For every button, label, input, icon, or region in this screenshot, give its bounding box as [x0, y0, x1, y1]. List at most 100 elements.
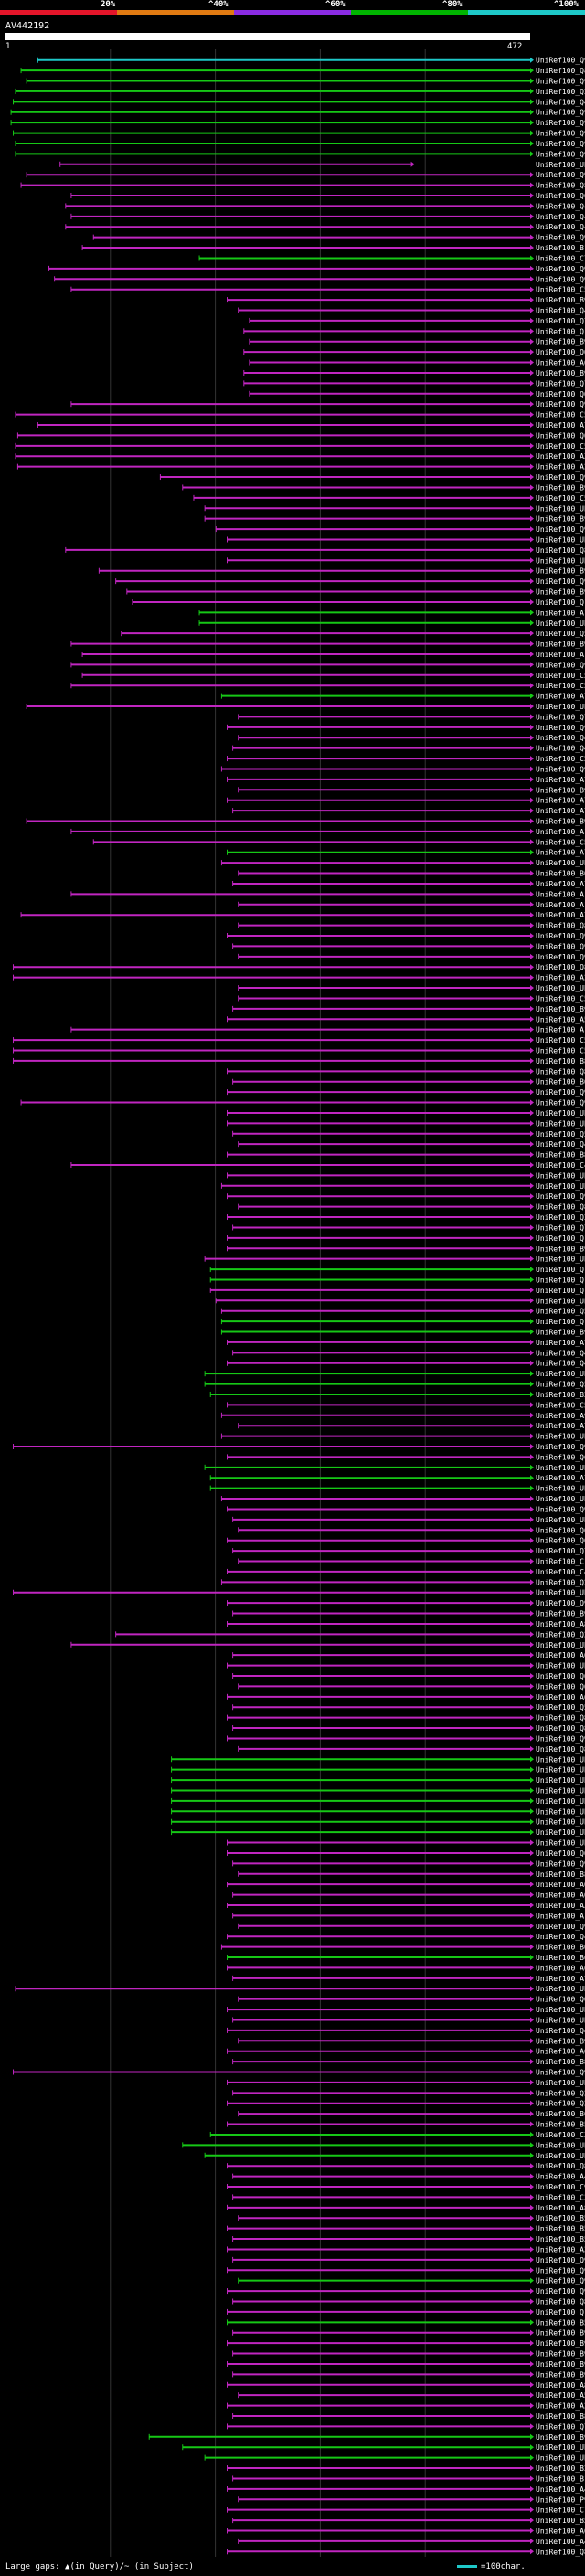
hit-label[interactable]: UniRef100_A7P8X8: [536, 651, 585, 659]
hit-label[interactable]: UniRef100_C5YND4: [536, 838, 585, 846]
hit-label[interactable]: UniRef100_Q5SGM5: [536, 630, 585, 638]
hit-label[interactable]: UniRef100_A1RQ16: [536, 1026, 585, 1034]
hit-label[interactable]: UniRef100_Q9HNZ5: [536, 234, 585, 242]
hit-label[interactable]: UniRef100_A7NZY0: [536, 1339, 585, 1347]
hit-label[interactable]: UniRef100_A2ZSK1: [536, 2402, 585, 2411]
hit-label[interactable]: UniRef100_Q9FLU3: [536, 724, 585, 732]
hit-label[interactable]: UniRef100_B5NT09: [536, 2214, 585, 2222]
hit-label[interactable]: UniRef100_B9R170: [536, 296, 585, 304]
hit-label[interactable]: UniRef100_UP1000..: [536, 1297, 585, 1305]
hit-label[interactable]: UniRef100_UP1000..: [536, 1766, 585, 1775]
hit-label[interactable]: UniRef100_A3D1N8: [536, 1902, 585, 1910]
hit-label[interactable]: UniRef100_B9N6U2: [536, 2360, 585, 2369]
hit-label[interactable]: UniRef100_Q82772: [536, 182, 585, 190]
hit-label[interactable]: UniRef100_A6SDV8: [536, 2527, 585, 2535]
hit-label[interactable]: UniRef100_Q8RH18: [536, 2297, 585, 2306]
hit-label[interactable]: UniRef100_A7QRE1: [536, 807, 585, 815]
hit-label[interactable]: UniRef100_UP1000..: [536, 504, 585, 513]
hit-label[interactable]: UniRef100_Q9C5C2: [536, 1443, 585, 1451]
hit-label[interactable]: UniRef100_A7NZX3: [536, 911, 585, 919]
hit-label[interactable]: UniRef100_A2XUK4: [536, 974, 585, 982]
hit-label[interactable]: UniRef100_UP1000..: [536, 1839, 585, 1848]
hit-label[interactable]: UniRef100_UP1000..: [536, 1662, 585, 1670]
hit-label[interactable]: UniRef100_Q9SPH3: [536, 2266, 585, 2274]
hit-label[interactable]: UniRef100_UP1000..: [536, 984, 585, 992]
hit-label[interactable]: UniRef100_A4GUB9: [536, 2538, 585, 2546]
hit-label[interactable]: UniRef100_A8PDI2: [536, 1620, 585, 1628]
hit-label[interactable]: UniRef100_Q2TYV10: [536, 2100, 585, 2108]
hit-label[interactable]: UniRef100_A6AMD2: [536, 1693, 585, 1701]
hit-label[interactable]: UniRef100_UP1000..: [536, 557, 585, 565]
hit-label[interactable]: UniRef100_UP1000..: [536, 1776, 585, 1785]
hit-label[interactable]: UniRef100_Q52920: [536, 1130, 585, 1139]
hit-label[interactable]: UniRef100_UP1000..: [536, 1755, 585, 1764]
hit-label[interactable]: UniRef100_Q01SF3: [536, 348, 585, 356]
hit-label[interactable]: UniRef100_Q9C525: [536, 119, 585, 127]
hit-label[interactable]: UniRef100_C9ZKQ5: [536, 2183, 585, 2191]
hit-label[interactable]: UniRef100_Q2R8I1: [536, 1630, 585, 1638]
hit-label[interactable]: UniRef100_Q9ASS6: [536, 2287, 585, 2295]
hit-label[interactable]: UniRef100_A1DNY8: [536, 828, 585, 836]
hit-label[interactable]: UniRef100_A7B1F9: [536, 1975, 585, 1983]
hit-label[interactable]: UniRef100_A6TVQ9: [536, 1964, 585, 1972]
hit-label[interactable]: UniRef100_C5YTV4: [536, 755, 585, 763]
hit-label[interactable]: UniRef100_B8AVE9: [536, 1057, 585, 1065]
hit-label[interactable]: UniRef100_A7QBF2: [536, 609, 585, 617]
hit-label[interactable]: UniRef100_C5YXA5: [536, 994, 585, 1002]
hit-label[interactable]: UniRef100_A7NZ37: [536, 421, 585, 429]
hit-label[interactable]: UniRef100_B9N6U4: [536, 2339, 585, 2348]
hit-label[interactable]: UniRef100_B1B611: [536, 244, 585, 252]
hit-label[interactable]: UniRef100_A3WL20: [536, 2245, 585, 2253]
hit-label[interactable]: UniRef100_Q8VS06: [536, 2548, 585, 2556]
hit-label[interactable]: UniRef100_Q9FZE0: [536, 578, 585, 586]
hit-label[interactable]: UniRef100_A1SSF3: [536, 901, 585, 909]
hit-label[interactable]: UniRef100_Q94514: [536, 2277, 585, 2285]
hit-label[interactable]: UniRef100_Q4PUB4: [536, 1360, 585, 1368]
hit-label[interactable]: UniRef100_C3YC48: [536, 2193, 585, 2201]
hit-label[interactable]: UniRef100_Q7XVX4: [536, 317, 585, 325]
hit-label[interactable]: UniRef100_UP1000..: [536, 620, 585, 628]
hit-label[interactable]: UniRef100_C4EG37: [536, 1568, 585, 1576]
hit-label[interactable]: UniRef100_Q84W92: [536, 67, 585, 75]
hit-label[interactable]: UniRef100_Q8A6B9: [536, 1067, 585, 1076]
hit-label[interactable]: UniRef100_B0SRV0: [536, 870, 585, 878]
hit-label[interactable]: UniRef100_C7YAA3: [536, 2507, 585, 2515]
hit-label[interactable]: UniRef100_Q6BA47: [536, 1537, 585, 1545]
hit-label[interactable]: UniRef100_C7YHO7: [536, 254, 585, 262]
hit-label[interactable]: UniRef100_Q02WF9: [536, 1682, 585, 1691]
hit-label[interactable]: UniRef100_Q43014: [536, 734, 585, 742]
hit-label[interactable]: UniRef100_Q43073: [536, 1933, 585, 1941]
hit-label[interactable]: UniRef100_Q16ER6: [536, 1235, 585, 1243]
hit-label[interactable]: UniRef100_Q8K690: [536, 1714, 585, 1723]
hit-label[interactable]: UniRef100_Q9LIF9: [536, 150, 585, 158]
hit-label[interactable]: UniRef100_UP1000..: [536, 1641, 585, 1649]
hit-label[interactable]: UniRef100_Q2M413: [536, 1578, 585, 1586]
hit-label[interactable]: UniRef100_A6L506: [536, 1881, 585, 1889]
hit-label[interactable]: UniRef100_C5Y8Y4: [536, 1046, 585, 1055]
hit-label[interactable]: UniRef100_B8EHW9: [536, 2058, 585, 2066]
hit-label[interactable]: UniRef100_B9MNN6: [536, 1610, 585, 1618]
hit-label[interactable]: UniRef100_A6WK16: [536, 1892, 585, 1900]
hit-label[interactable]: UniRef100_Q9A837: [536, 932, 585, 940]
hit-label[interactable]: UniRef100_Q9FIU7: [536, 2069, 585, 2077]
hit-label[interactable]: UniRef100_UP1000..: [536, 1516, 585, 1524]
hit-label[interactable]: UniRef100_B9FMC4: [536, 1005, 585, 1013]
hit-label[interactable]: UniRef100_B6SYH1: [536, 1944, 585, 1952]
hit-label[interactable]: UniRef100_B9RIP7: [536, 1329, 585, 1337]
hit-label[interactable]: UniRef100_UP1000..: [536, 1433, 585, 1441]
hit-label[interactable]: UniRef100_Q41290: [536, 745, 585, 753]
hit-label[interactable]: UniRef100_Q5LV34: [536, 1308, 585, 1316]
hit-label[interactable]: UniRef100_Q9AUA6: [536, 400, 585, 408]
hit-label[interactable]: UniRef100_Q502H1: [536, 1381, 585, 1389]
hit-label[interactable]: UniRef100_UP1000..: [536, 703, 585, 711]
hit-label[interactable]: UniRef100_Q9C525-2: [536, 109, 585, 117]
hit-label[interactable]: UniRef100_B9HHF1: [536, 369, 585, 377]
hit-label[interactable]: UniRef100_Q45C39: [536, 2027, 585, 2035]
hit-label[interactable]: UniRef100_Q49779-2: [536, 202, 585, 210]
hit-label[interactable]: UniRef100_Q01IX2: [536, 390, 585, 398]
hit-label[interactable]: UniRef100_UP1000..: [536, 2152, 585, 2160]
hit-label[interactable]: UniRef100_Q42618: [536, 98, 585, 106]
hit-label[interactable]: UniRef100_Q75193: [536, 2422, 585, 2431]
hit-label[interactable]: UniRef100_Q140P8: [536, 599, 585, 607]
hit-label[interactable]: UniRef100_Q6G551: [536, 1672, 585, 1680]
